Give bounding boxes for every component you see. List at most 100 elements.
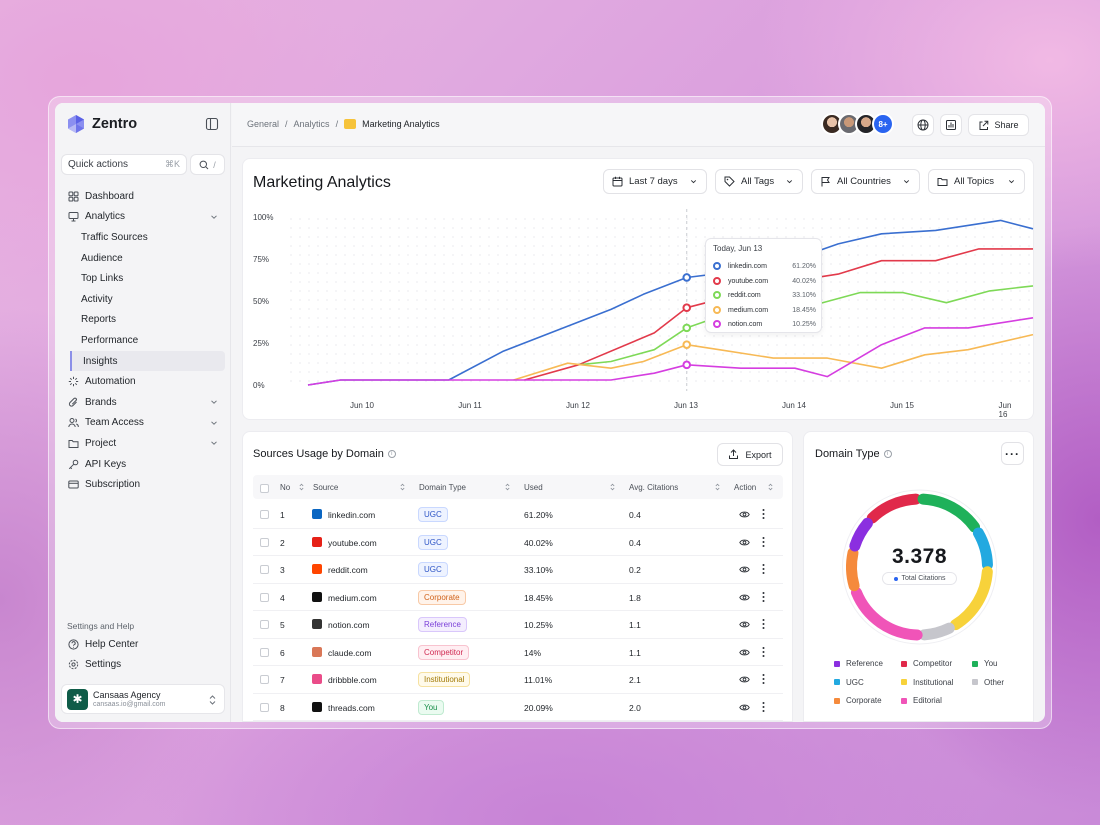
data-point-marker[interactable] — [682, 323, 692, 333]
table-row[interactable]: 3 reddit.com UGC 33.10% 0.2 — [253, 556, 783, 584]
share-button[interactable]: Share — [968, 114, 1029, 136]
row-checkbox[interactable] — [260, 565, 269, 574]
table-row[interactable]: 7 dribbble.com Institutional 11.01% 2.1 — [253, 666, 783, 694]
sidebar-item-audience[interactable]: Audience — [61, 248, 225, 269]
donut-segment-competitor[interactable] — [866, 493, 922, 524]
sort-icon[interactable] — [505, 483, 510, 491]
quick-actions-button[interactable]: Quick actions ⌘K — [61, 154, 187, 175]
donut-segment-other[interactable] — [918, 622, 955, 641]
eye-icon[interactable] — [739, 538, 750, 547]
table-row[interactable]: 2 youtube.com UGC 40.02% 0.4 — [253, 529, 783, 556]
sidebar-item-help-center[interactable]: Help Center — [61, 634, 225, 655]
legend-item[interactable]: Editorial — [901, 696, 942, 705]
legend-item[interactable]: Corporate — [834, 696, 882, 705]
row-checkbox[interactable] — [260, 510, 269, 519]
sidebar-item-settings[interactable]: Settings — [61, 655, 225, 676]
column-header-used[interactable]: Used — [524, 483, 543, 492]
sort-icon[interactable] — [299, 483, 304, 491]
table-row[interactable]: 6 claude.com Competitor 14% 1.1 — [253, 639, 783, 666]
data-point-marker[interactable] — [682, 360, 692, 370]
sort-icon[interactable] — [610, 483, 615, 491]
data-point-marker[interactable] — [682, 340, 692, 349]
sidebar-toggle-icon[interactable] — [205, 117, 219, 131]
source-name[interactable]: claude.com — [328, 647, 372, 658]
sidebar-item-top-links[interactable]: Top Links — [61, 268, 225, 289]
eye-icon[interactable] — [739, 703, 750, 712]
row-checkbox[interactable] — [260, 537, 269, 547]
eye-icon[interactable] — [739, 565, 750, 574]
source-name[interactable]: reddit.com — [328, 565, 368, 575]
countries-filter[interactable]: All Countries — [811, 169, 920, 194]
topics-filter[interactable]: All Topics — [928, 169, 1025, 194]
sort-icon[interactable] — [715, 483, 720, 491]
series-line-medium-com[interactable] — [513, 333, 1034, 381]
table-row[interactable]: 5 notion.com Reference 10.25% 1.1 — [253, 611, 783, 639]
sidebar-item-project[interactable]: Project — [61, 433, 225, 454]
table-row[interactable]: 1 linkedin.com UGC 61.20% 0.4 — [253, 501, 783, 529]
donut-segment-institutional[interactable] — [950, 566, 993, 631]
donut-segment-ugc[interactable] — [972, 527, 993, 571]
collaborator-avatars[interactable]: 8+ — [821, 113, 894, 135]
table-row[interactable]: 4 medium.com Corporate 18.45% 1.8 — [253, 584, 783, 611]
eye-icon[interactable] — [739, 510, 750, 519]
series-line-notion-com[interactable] — [307, 317, 1034, 386]
legend-item[interactable]: Institutional — [901, 678, 953, 687]
breadcrumb-analytics[interactable]: Analytics — [293, 119, 330, 129]
account-switcher[interactable]: ✱ Cansaas Agency cansaas.io@gmail.com — [61, 684, 225, 714]
sort-icon[interactable] — [400, 483, 405, 491]
more-vertical-icon[interactable] — [762, 673, 765, 685]
donut-segment-you[interactable] — [917, 493, 981, 533]
table-row[interactable]: 8 threads.com You 20.09% 2.0 — [253, 694, 783, 721]
row-checkbox[interactable] — [260, 702, 269, 712]
column-header-source[interactable]: Source — [313, 483, 339, 492]
more-vertical-icon[interactable] — [762, 508, 765, 520]
sidebar-item-subscription[interactable]: Subscription — [61, 474, 225, 495]
more-vertical-icon[interactable] — [762, 701, 765, 713]
row-checkbox[interactable] — [260, 592, 269, 602]
data-point-marker[interactable] — [682, 273, 692, 282]
legend-item[interactable]: UGC — [834, 678, 864, 687]
eye-icon[interactable] — [739, 620, 750, 629]
eye-icon[interactable] — [739, 593, 750, 602]
date-range-filter[interactable]: Last 7 days — [603, 169, 707, 194]
brand[interactable]: Zentro — [66, 114, 137, 134]
eye-icon[interactable] — [739, 648, 750, 657]
row-checkbox[interactable] — [260, 647, 269, 657]
more-vertical-icon[interactable] — [762, 618, 765, 630]
more-vertical-icon[interactable] — [762, 646, 765, 658]
legend-item[interactable]: Competitor — [901, 659, 952, 668]
donut-segment-corporate[interactable] — [846, 547, 860, 592]
sidebar-item-team-access[interactable]: Team Access — [61, 413, 225, 434]
sidebar-item-automation[interactable]: Automation — [61, 371, 225, 392]
info-icon[interactable]: i — [883, 450, 892, 458]
more-vertical-icon[interactable] — [762, 563, 765, 575]
avatar-more[interactable]: 8+ — [872, 113, 894, 135]
sidebar-item-performance[interactable]: Performance — [61, 330, 225, 351]
legend-item[interactable]: You — [972, 659, 998, 668]
sidebar-item-traffic-sources[interactable]: Traffic Sources — [61, 227, 225, 248]
source-name[interactable]: notion.com — [328, 620, 370, 630]
donut-segment-editorial[interactable] — [850, 586, 923, 641]
tags-filter[interactable]: All Tags — [715, 169, 803, 194]
sidebar-item-activity[interactable]: Activity — [61, 289, 225, 310]
legend-item[interactable]: Reference — [834, 659, 883, 668]
select-all-checkbox[interactable] — [260, 484, 269, 493]
search-button[interactable]: / — [190, 154, 225, 175]
column-header-avg-citations[interactable]: Avg. Citations — [629, 483, 679, 492]
sidebar-item-analytics[interactable]: Analytics — [61, 207, 225, 228]
export-button[interactable]: Export — [717, 443, 783, 466]
row-checkbox[interactable] — [260, 675, 269, 684]
source-name[interactable]: linkedin.com — [328, 510, 376, 520]
source-name[interactable]: dribbble.com — [328, 675, 377, 685]
stats-button[interactable] — [940, 114, 962, 136]
donut-segment-reference[interactable] — [849, 517, 873, 552]
source-name[interactable]: medium.com — [328, 592, 377, 603]
language-button[interactable] — [912, 114, 934, 136]
sidebar-item-reports[interactable]: Reports — [61, 310, 225, 331]
sort-icon[interactable] — [768, 483, 773, 491]
legend-item[interactable]: Other — [972, 678, 1004, 687]
series-line-linkedin-com[interactable] — [307, 219, 1034, 386]
column-header-domain-type[interactable]: Domain Type — [419, 483, 466, 492]
row-checkbox[interactable] — [260, 620, 269, 629]
eye-icon[interactable] — [739, 675, 750, 684]
